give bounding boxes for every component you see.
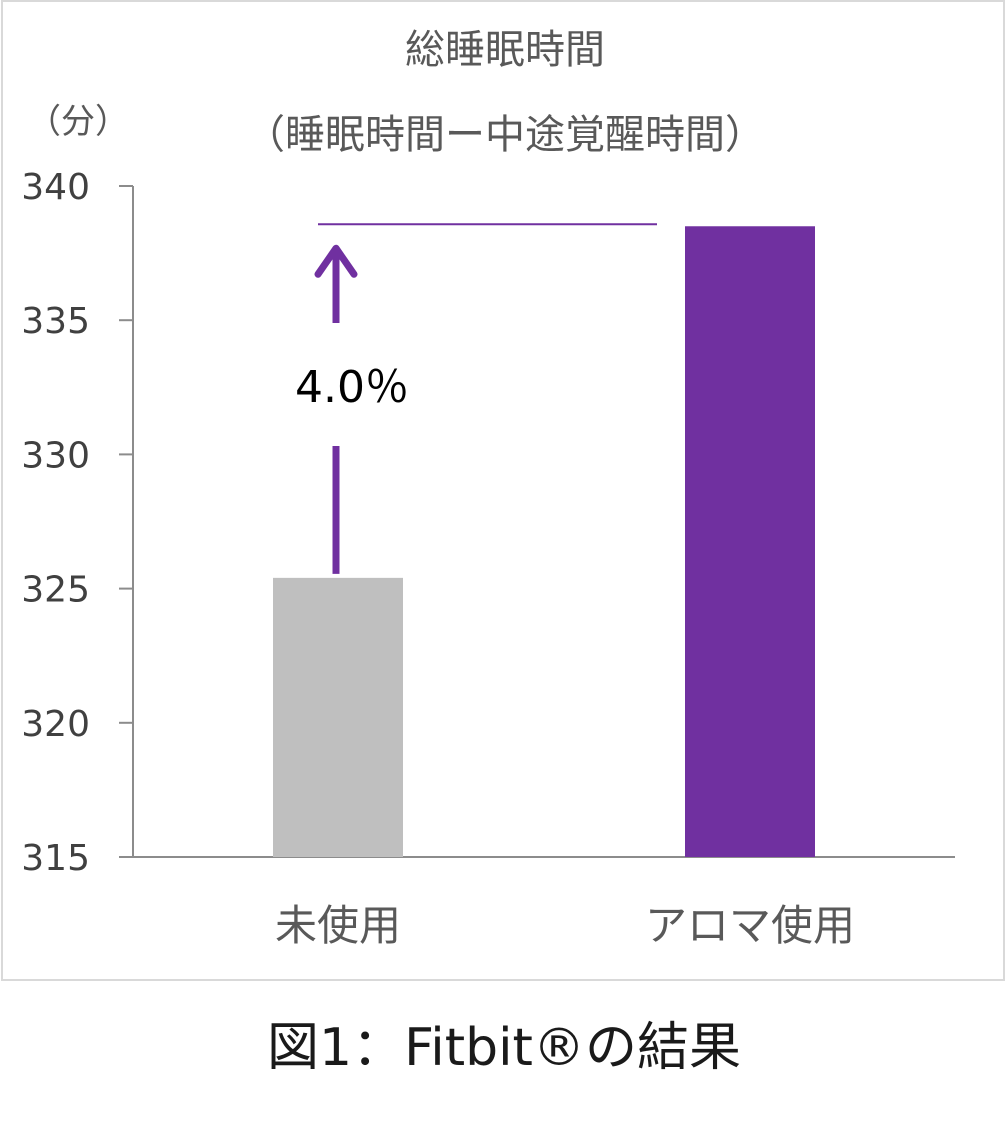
y-axis-unit-label: （分） xyxy=(27,102,129,142)
y-tick-label: 320 xyxy=(21,704,90,745)
y-tick-label: 330 xyxy=(21,435,90,476)
category-label-aroma: アロマ使用 xyxy=(645,901,855,950)
y-tick-label: 335 xyxy=(21,301,90,342)
bar-chart: 総睡眠時間 （睡眠時間ー中途覚醒時間） （分） 3153203253303353… xyxy=(21,27,955,950)
figure-caption: 図1：Fitbit®の結果 xyxy=(267,1018,741,1078)
bar-aroma xyxy=(685,226,815,857)
category-label-unused: 未使用 xyxy=(275,901,401,950)
y-tick-label: 340 xyxy=(21,167,90,208)
y-axis-ticks: 315 320 325 330 335 340 xyxy=(21,167,133,879)
chart-frame xyxy=(1,0,1005,981)
y-tick-label: 315 xyxy=(21,838,90,879)
bar-unused xyxy=(273,577,403,857)
arrow-up-icon xyxy=(314,244,358,278)
chart-subtitle: （睡眠時間ー中途覚醒時間） xyxy=(245,112,765,158)
increase-annotation: 4.0％ xyxy=(295,362,409,413)
y-tick-label: 325 xyxy=(21,570,90,611)
chart-title: 総睡眠時間 xyxy=(405,27,605,73)
